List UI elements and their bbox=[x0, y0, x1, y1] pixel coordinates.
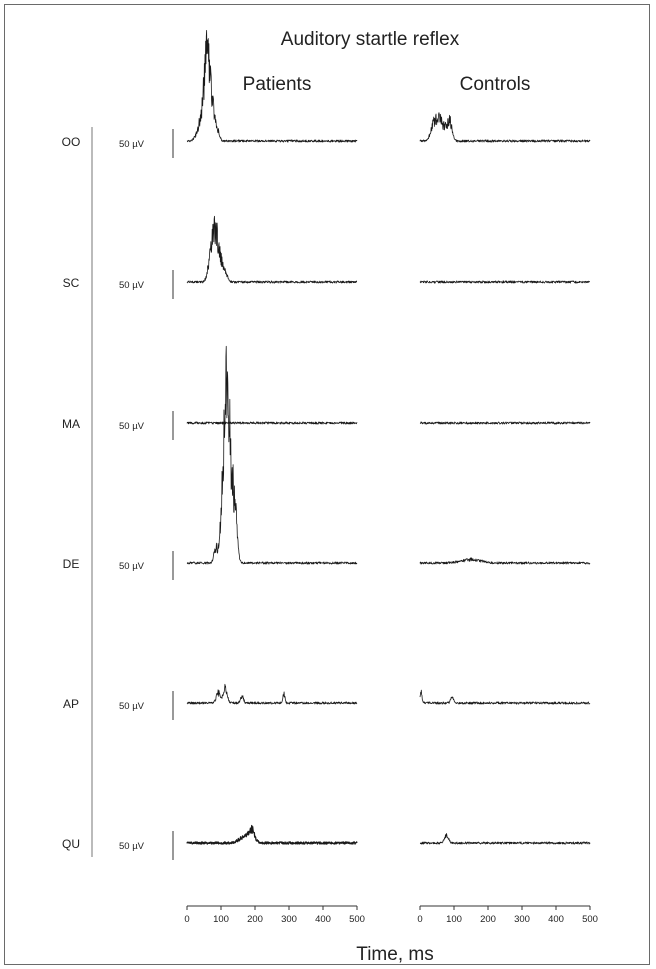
row-qu: QU 50 µV bbox=[62, 824, 591, 860]
scale-bar-label: 50 µV bbox=[119, 561, 145, 572]
row-oo: OO 50 µV bbox=[62, 29, 591, 158]
group-label-patients: Patients bbox=[243, 74, 312, 95]
emg-chart: Auditory startle reflex Patients Control… bbox=[62, 29, 598, 965]
trace-de-patients bbox=[186, 345, 358, 565]
muscle-label-de: DE bbox=[63, 557, 80, 571]
x-tick-label: 400 bbox=[315, 914, 331, 925]
x-tick-label: 200 bbox=[247, 914, 263, 925]
row-ap: AP 50 µV bbox=[63, 683, 591, 720]
x-axis-controls: 0 100 200 300 400 500 bbox=[417, 905, 598, 925]
row-ma: MA 50 µV bbox=[62, 411, 591, 440]
muscle-label-ap: AP bbox=[63, 697, 79, 711]
x-tick-label: 100 bbox=[213, 914, 229, 925]
trace-ap-controls bbox=[419, 689, 591, 705]
trace-ma-patients bbox=[186, 421, 358, 425]
x-tick-label: 300 bbox=[514, 914, 530, 925]
x-tick-label: 100 bbox=[446, 914, 462, 925]
trace-ap-patients bbox=[186, 683, 358, 705]
muscle-label-sc: SC bbox=[63, 276, 80, 290]
muscle-label-ma: MA bbox=[62, 417, 80, 431]
trace-sc-patients bbox=[186, 215, 358, 284]
muscle-label-oo: OO bbox=[62, 135, 81, 149]
scale-bar-label: 50 µV bbox=[119, 841, 145, 852]
trace-oo-patients bbox=[186, 29, 358, 143]
trace-qu-patients bbox=[186, 824, 358, 845]
x-tick-label: 200 bbox=[480, 914, 496, 925]
x-axis-patients: 0 100 200 300 400 500 bbox=[184, 905, 365, 925]
scale-bar-label: 50 µV bbox=[119, 280, 145, 291]
trace-de-controls bbox=[419, 557, 591, 565]
muscle-label-qu: QU bbox=[62, 837, 80, 851]
scale-bar-label: 50 µV bbox=[119, 701, 145, 712]
trace-sc-controls bbox=[419, 280, 591, 284]
row-de: DE 50 µV bbox=[63, 345, 591, 580]
trace-oo-controls bbox=[419, 112, 591, 143]
x-tick-label: 500 bbox=[349, 914, 365, 925]
x-axis-label: Time, ms bbox=[356, 944, 433, 965]
rows-layer: OO 50 µV SC 50 µV MA 50 µV DE 50 µV AP 50 µV QU 50 … bbox=[62, 29, 591, 860]
x-tick-label: 0 bbox=[417, 914, 422, 925]
scale-bar-label: 50 µV bbox=[119, 421, 145, 432]
figure-frame: Auditory startle reflex Patients Control… bbox=[4, 4, 650, 965]
x-tick-label: 500 bbox=[582, 914, 598, 925]
x-tick-label: 0 bbox=[184, 914, 189, 925]
x-tick-label: 400 bbox=[548, 914, 564, 925]
x-tick-label: 300 bbox=[281, 914, 297, 925]
x-axes-layer: 0 100 200 300 400 500 0 100 200 300 400 500 bbox=[184, 905, 598, 925]
scale-bar-label: 50 µV bbox=[119, 139, 145, 150]
trace-ma-controls bbox=[419, 421, 591, 425]
chart-title: Auditory startle reflex bbox=[281, 29, 460, 50]
row-sc: SC 50 µV bbox=[63, 215, 591, 299]
group-label-controls: Controls bbox=[460, 74, 531, 95]
trace-qu-controls bbox=[419, 833, 591, 845]
